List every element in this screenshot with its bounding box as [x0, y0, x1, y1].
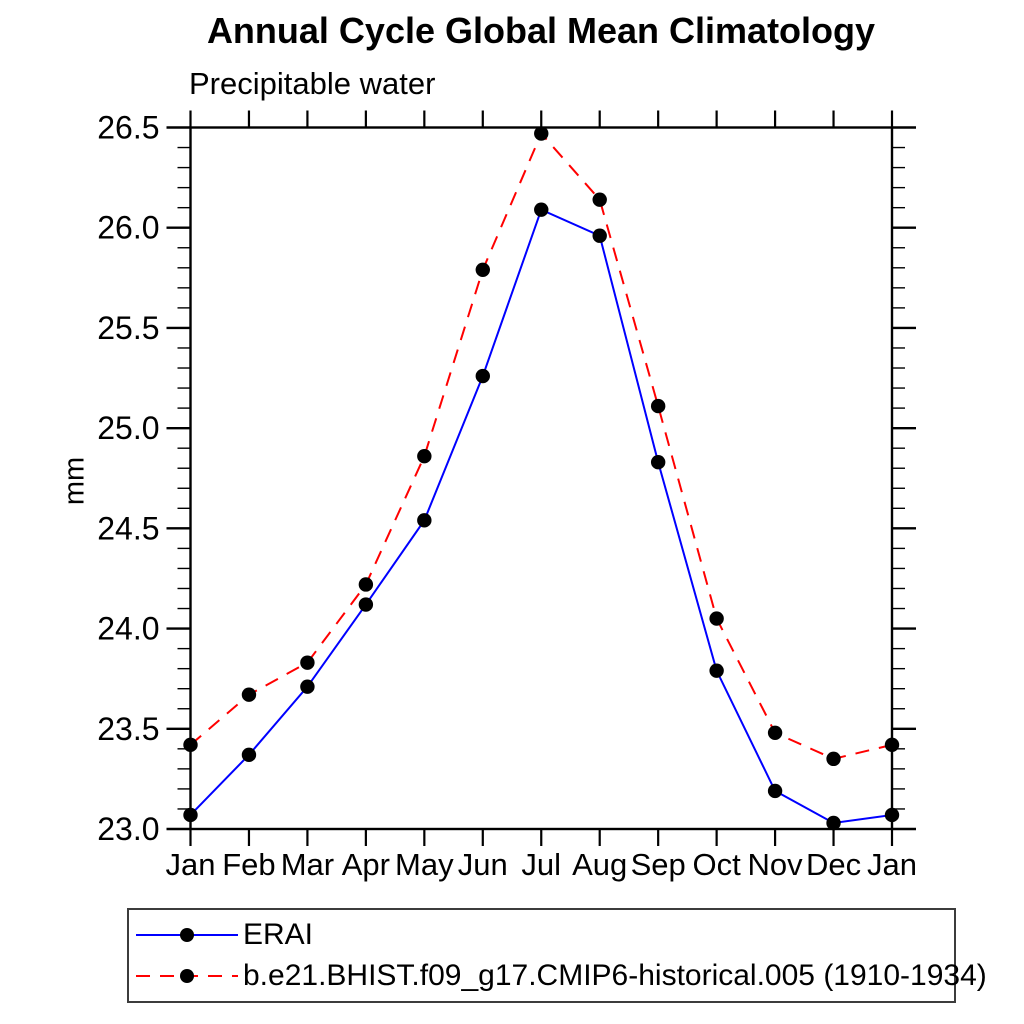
chart-subtitle: Precipitable water — [189, 66, 436, 101]
x-tick-label: Sep — [631, 847, 686, 882]
x-tick-label: Jan — [166, 847, 216, 882]
data-point-marker-model — [241, 687, 257, 702]
data-point-marker-erai — [241, 747, 257, 763]
data-point-marker-model — [358, 577, 374, 592]
x-tick-label: Nov — [748, 847, 804, 882]
data-point-marker-erai — [592, 228, 607, 243]
y-tick-label: 26.5 — [97, 110, 159, 146]
legend-line-sample-model — [136, 969, 238, 983]
data-point-marker-erai — [475, 368, 490, 384]
x-tick-label: May — [395, 847, 454, 882]
data-point-marker-erai — [183, 807, 198, 823]
y-tick-label: 26.0 — [97, 210, 159, 246]
x-tick-label: Feb — [222, 847, 275, 882]
data-point-marker-erai — [767, 783, 783, 799]
data-point-marker-erai — [826, 815, 841, 831]
x-tick-label: Dec — [806, 847, 861, 882]
data-point-marker-erai — [417, 513, 432, 528]
data-point-marker-erai — [650, 455, 666, 470]
y-tick-label: 24.0 — [97, 611, 159, 647]
data-point-marker-erai — [358, 597, 374, 612]
x-tick-label: Oct — [693, 847, 742, 882]
plot-frame — [189, 126, 894, 831]
x-tick-label: Mar — [281, 847, 334, 882]
data-point-marker-model — [650, 398, 666, 414]
legend-item-model: b.e21.BHIST.f09_g17.CMIP6-historical.005… — [134, 956, 987, 997]
series-line-erai — [189, 208, 893, 825]
y-tick-label: 23.5 — [97, 711, 159, 747]
data-point-marker-erai — [300, 679, 315, 694]
x-tick-label: Jan — [867, 847, 917, 882]
x-tick-label: Jun — [458, 847, 508, 882]
x-tick-label: Jul — [521, 847, 561, 882]
chart-title: Annual Cycle Global Mean Climatology — [206, 10, 876, 51]
y-tick-label: 23.0 — [97, 811, 159, 847]
y-tick-label: 24.5 — [97, 510, 159, 546]
data-point-marker-model — [417, 449, 432, 464]
legend-label-model: b.e21.BHIST.f09_g17.CMIP6-historical.005… — [243, 959, 987, 992]
data-point-marker-model — [592, 192, 607, 207]
legend-label-erai: ERAI — [243, 918, 314, 951]
data-point-marker-model — [826, 751, 841, 767]
data-point-marker-model — [475, 262, 490, 278]
data-point-marker-model — [300, 655, 315, 670]
data-point-marker-erai — [884, 807, 900, 823]
y-tick-label: 25.5 — [97, 310, 159, 346]
x-tick-label: Aug — [572, 847, 627, 882]
series-line-model — [189, 131, 893, 760]
legend-line-sample-erai — [136, 928, 238, 942]
legend-item-erai: ERAI — [134, 915, 954, 956]
x-tick-label: Apr — [342, 847, 390, 882]
y-tick-label: 25.0 — [97, 410, 159, 446]
data-point-marker-erai — [709, 663, 724, 678]
data-point-marker-model — [709, 611, 724, 626]
data-point-marker-model — [534, 126, 549, 141]
data-point-marker-model — [884, 737, 900, 753]
data-point-marker-model — [183, 737, 198, 753]
legend-sample-marker — [180, 969, 194, 983]
data-point-marker-erai — [534, 202, 549, 217]
legend-sample-marker — [180, 928, 194, 942]
legend-box: ERAI b.e21.BHIST.f09_g17.CMIP6-historica… — [127, 908, 987, 1003]
data-point-marker-model — [767, 725, 783, 740]
